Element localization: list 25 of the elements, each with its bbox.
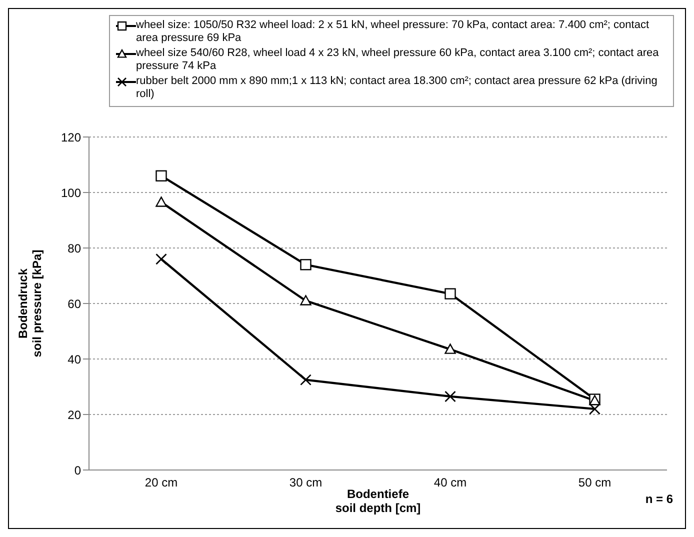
point <box>300 295 312 306</box>
y-tick-label: 120 <box>60 130 82 144</box>
y-tick-label: 0 <box>74 463 82 478</box>
y-tick-label: 20 <box>68 408 82 422</box>
y-tick-label: 80 <box>68 241 82 256</box>
y-tick-label: 40 <box>68 352 82 366</box>
x-tick-label: 50 cm <box>578 476 612 490</box>
x-axis-title: Bodentiefe soil depth [cm] <box>335 487 421 515</box>
point <box>156 253 167 265</box>
point <box>300 374 312 386</box>
x-tick-label: 30 cm <box>289 476 322 490</box>
point <box>300 259 312 270</box>
point <box>444 344 456 354</box>
point <box>156 170 167 182</box>
x-tick-label: 40 cm <box>434 476 467 490</box>
point <box>444 288 456 300</box>
y-tick-label: 60 <box>68 296 82 311</box>
text: n = 6 <box>645 492 673 506</box>
point <box>156 196 167 207</box>
y-axis-title: Bodendruck soil pressure [kPa] <box>16 250 44 358</box>
x-tick-label: 20 cm <box>144 476 178 490</box>
point <box>444 390 456 402</box>
point <box>589 403 600 415</box>
legend-label: rubber belt 2000 mm x 890 mm;1 x 113 kN; contact area 18.300 cm²; contact area pressure 62 kPa (driving roll) <box>136 75 658 101</box>
y-tick-label: 100 <box>60 186 82 200</box>
